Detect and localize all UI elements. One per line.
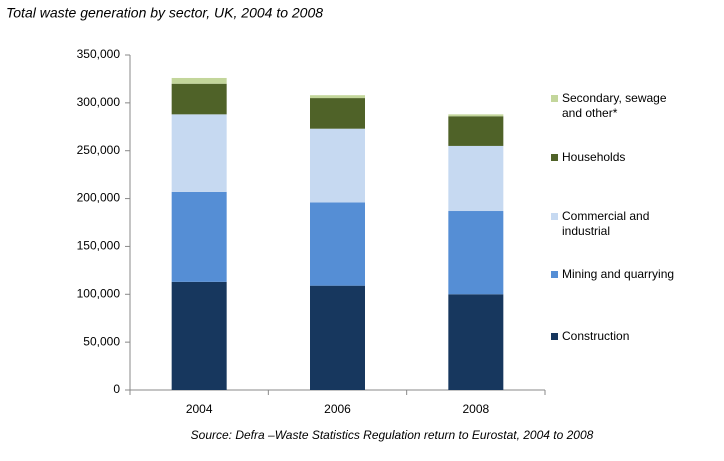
bar-segment: [448, 116, 504, 146]
y-tick-label: 200,000: [77, 191, 121, 205]
bar-segment: [310, 285, 365, 390]
legend-label: Secondary, sewage and other*: [562, 91, 667, 120]
legend-swatch: [551, 213, 558, 220]
source-note: Source: Defra –Waste Statistics Regulati…: [191, 428, 594, 442]
y-tick-label: 350,000: [77, 47, 121, 61]
legend-swatch: [551, 95, 558, 102]
bar-segment: [448, 145, 504, 212]
x-tick-label: 2008: [462, 402, 489, 416]
legend-swatch: [551, 271, 558, 278]
bar-segment: [310, 95, 365, 99]
bar-segment: [171, 191, 227, 282]
legend-label: Commercial and industrial: [562, 209, 650, 238]
y-tick-label: 300,000: [77, 95, 121, 109]
bar-segment: [310, 98, 365, 129]
bar-segment: [310, 128, 365, 203]
y-tick-label: 0: [113, 382, 120, 396]
legend-swatch: [551, 154, 558, 161]
bar-segment: [310, 202, 365, 286]
bar-segment: [171, 114, 227, 192]
x-tick-label: 2004: [186, 402, 213, 416]
y-tick-label: 50,000: [83, 334, 120, 348]
legend-label: Households: [562, 150, 626, 164]
bar-segment: [448, 211, 504, 295]
y-tick-label: 250,000: [77, 143, 121, 157]
y-tick-label: 150,000: [77, 239, 121, 253]
chart-title: Total waste generation by sector, UK, 20…: [6, 5, 323, 21]
x-tick-label: 2006: [324, 402, 351, 416]
bar-segment: [448, 294, 504, 390]
bar-segment: [171, 83, 227, 115]
bar-segment: [448, 114, 504, 117]
legend-label: Construction: [562, 329, 630, 343]
legend-label: Mining and quarrying: [562, 267, 675, 281]
bar-segment: [171, 281, 227, 390]
y-tick-label: 100,000: [77, 286, 121, 300]
legend-swatch: [551, 333, 558, 340]
bar-segment: [171, 77, 227, 84]
